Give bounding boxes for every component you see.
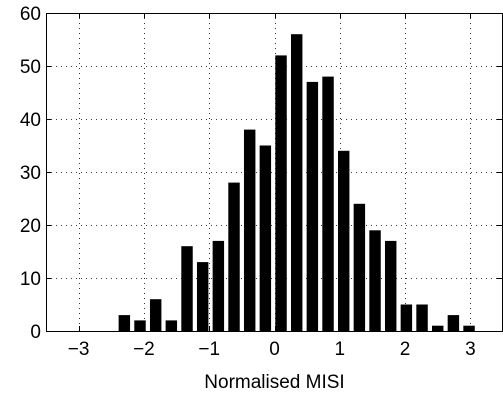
histogram-bar [337, 150, 350, 331]
x-tick-label: 1 [334, 339, 345, 360]
y-tick-label: 60 [20, 4, 41, 25]
histogram-bar [290, 34, 303, 331]
y-tick-label: 40 [20, 110, 41, 131]
y-tick-label: 10 [20, 269, 41, 290]
x-tick-label: −3 [68, 339, 90, 360]
x-tick-label: 0 [269, 339, 280, 360]
histogram-bar [275, 55, 287, 332]
histogram-bar [181, 246, 193, 331]
histogram-bar [322, 76, 334, 331]
histogram-bar [243, 129, 256, 331]
histogram-bar [228, 182, 240, 331]
y-tick-label: 50 [20, 57, 41, 78]
histogram-bar [463, 325, 475, 331]
histogram-bar [447, 315, 460, 331]
y-tick-label: 30 [20, 163, 41, 184]
x-tick-label: −1 [198, 339, 220, 360]
histogram-bar [306, 81, 319, 332]
histogram-bar [431, 325, 444, 331]
plot-area-frame [46, 13, 503, 332]
grid [46, 13, 503, 331]
bar-series [118, 34, 475, 332]
histogram-bar [384, 240, 397, 331]
y-tick-label: 20 [20, 216, 41, 237]
axis-ticks: 0 10 20 30 40 50 60 −3 −2 −1 0 1 2 3 [20, 4, 502, 360]
histogram-bar [165, 320, 178, 331]
y-tick-label: 0 [30, 322, 41, 343]
histogram-bar [400, 304, 413, 331]
histogram-bar [416, 304, 428, 331]
histogram-bar [196, 262, 209, 331]
histogram-bar [134, 320, 146, 331]
x-tick-label: 3 [465, 339, 476, 360]
histogram-bar [149, 299, 162, 331]
histogram-bar [118, 315, 131, 331]
histogram-bar [212, 240, 225, 331]
histogram-bar [259, 145, 272, 331]
x-tick-label: 2 [400, 339, 411, 360]
x-axis-title: Normalised MISI [204, 372, 344, 393]
histogram-bar [369, 230, 381, 331]
x-tick-label: −2 [133, 339, 155, 360]
histogram-bar [353, 203, 366, 331]
